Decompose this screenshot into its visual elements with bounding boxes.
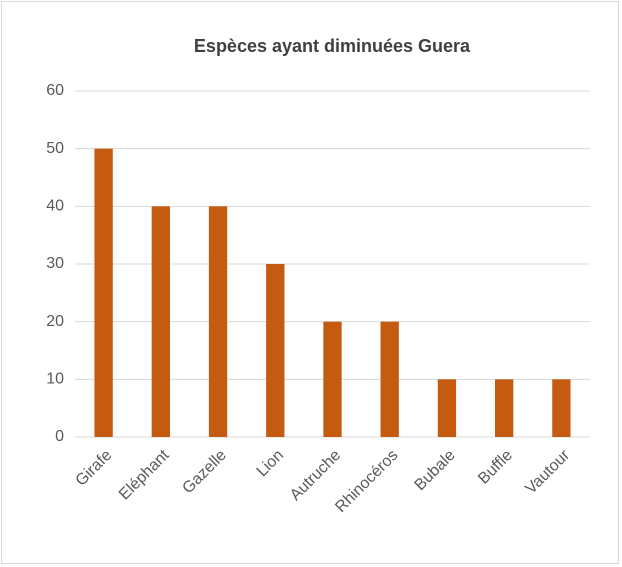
bar [437, 379, 457, 437]
y-tick-label: 20 [46, 313, 64, 330]
y-tick-label: 10 [46, 371, 64, 388]
bar [266, 264, 285, 437]
bar [552, 379, 571, 437]
bar [380, 321, 399, 437]
y-tick-label: 0 [55, 428, 64, 445]
bar [94, 148, 113, 437]
y-tick-label: 50 [46, 140, 64, 157]
y-tick-label: 30 [46, 255, 64, 272]
bar [323, 321, 342, 437]
y-tick-label: 40 [46, 198, 64, 215]
bar [208, 206, 228, 437]
y-tick-label: 60 [46, 82, 64, 99]
bar [495, 379, 514, 437]
bar [151, 206, 170, 437]
chart-title: Espèces ayant diminuées Guera [194, 36, 471, 56]
